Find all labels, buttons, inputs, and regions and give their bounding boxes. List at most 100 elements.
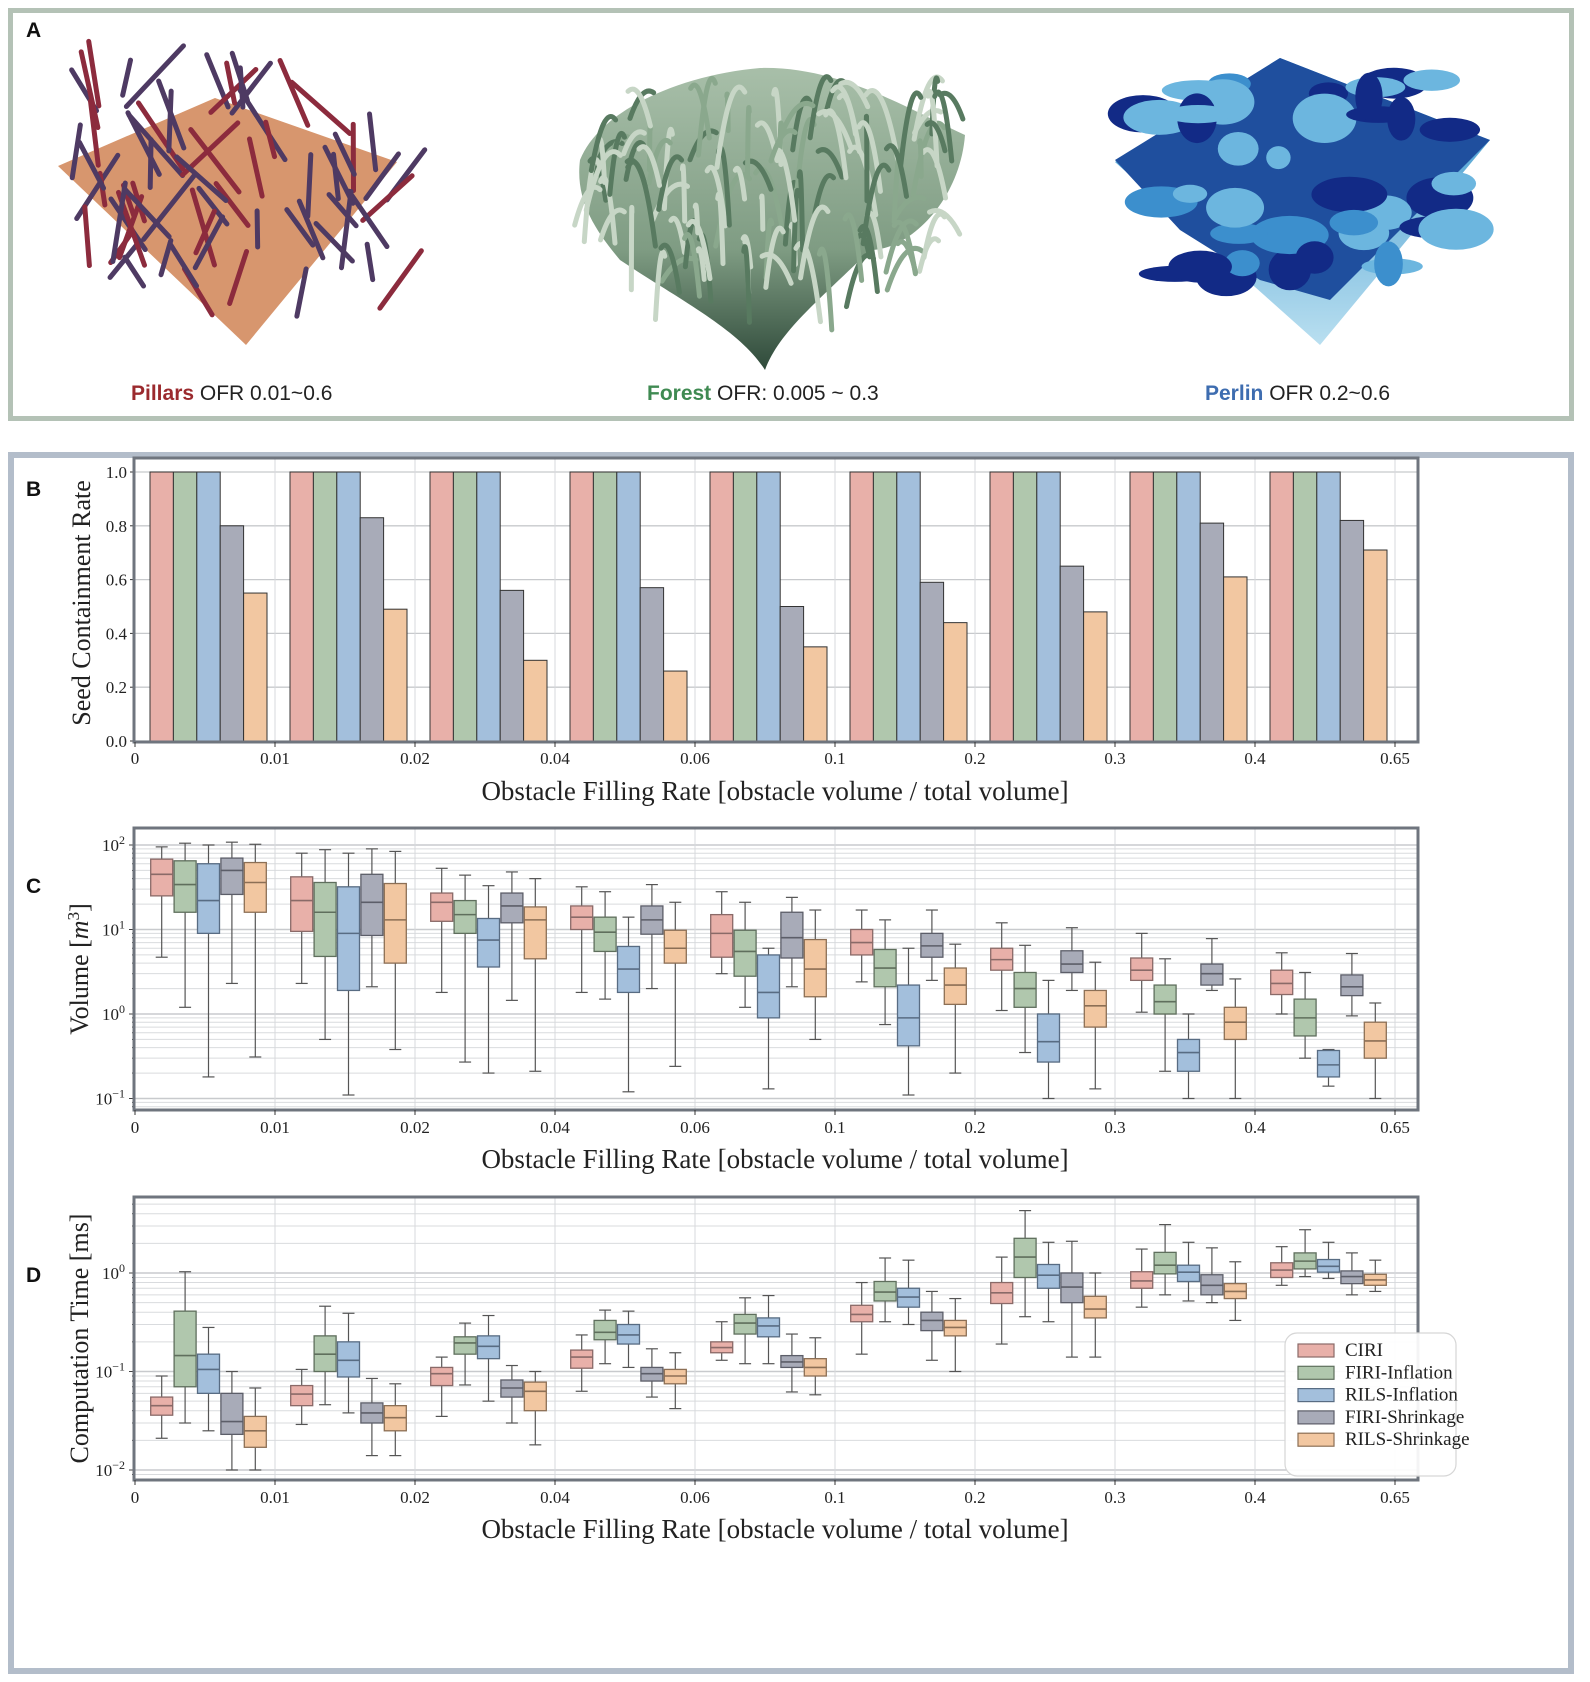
- legend-label: RILS-Shrinkage: [1345, 1429, 1470, 1450]
- pillar-rod: [294, 266, 309, 319]
- y-tick-label: 100: [102, 1002, 125, 1024]
- panel-b-chart: 0.0 0.2 0.4 0.6 0.8 1.0 0 0.01 0.02 0.04 0.06 0.1 0.…: [67, 456, 1420, 806]
- box-rils-shrinkage: [1363, 1002, 1387, 1100]
- forest-strand: [891, 194, 927, 222]
- x-tick-label: 0: [131, 1118, 140, 1137]
- box-firi-shrinkage: [360, 848, 384, 988]
- bar-rils-inflation: [896, 471, 921, 742]
- box-iqr: [1130, 1271, 1154, 1289]
- box-rils-shrinkage: [1083, 1272, 1107, 1358]
- forest-strand: [625, 86, 653, 129]
- box-iqr: [360, 873, 384, 937]
- panel-c-chart: 102 101 100 10−1 0 0.01 0.02 0.04 0.06 0.1 0.2 0.3 0…: [64, 826, 1420, 1174]
- forest-strand: [917, 138, 924, 179]
- box-firi-inflation: [313, 849, 337, 1041]
- box-rils-inflation: [336, 1312, 361, 1414]
- y-tick-label: 0.8: [106, 517, 127, 536]
- forest-strand: [583, 149, 623, 213]
- forest-strand: [646, 138, 673, 186]
- x-tick-label: 0.2: [964, 749, 985, 768]
- box-rils-shrinkage: [803, 909, 827, 1041]
- box-rils-inflation: [896, 1259, 921, 1326]
- bar-firi-inflation: [312, 471, 338, 742]
- x-tick-label: 0: [131, 1488, 140, 1507]
- pillar-rod: [332, 131, 357, 177]
- box-iqr: [1130, 957, 1154, 982]
- forest-strand: [682, 232, 702, 299]
- legend-item: FIRI-Inflation: [1297, 1362, 1453, 1383]
- forest-strand: [621, 129, 647, 157]
- bar-ciri: [849, 471, 874, 742]
- box-firi-shrinkage: [1060, 927, 1084, 992]
- box-iqr: [383, 882, 407, 964]
- forest-strand: [572, 184, 603, 228]
- pillar-rod: [363, 151, 401, 201]
- panel-d-chart: 100 10−1 10−2 0 0.01 0.02 0.04 0.06 0.1 0.2 0.3 0.4…: [65, 1195, 1470, 1544]
- box-rils-shrinkage: [523, 878, 547, 1072]
- box-iqr: [1176, 1038, 1201, 1072]
- perlin-blob: [1387, 96, 1416, 141]
- box-firi-shrinkage: [1340, 1252, 1364, 1296]
- perlin-caption: Perlin OFR 0.2~0.6: [1205, 382, 1390, 406]
- forest-strand: [623, 140, 647, 182]
- forest-strand: [695, 246, 707, 282]
- box-iqr: [1316, 1049, 1341, 1078]
- legend-item: RILS-Inflation: [1297, 1385, 1458, 1406]
- perlin-blob: [1374, 241, 1403, 287]
- box-rils-shrinkage: [1223, 1261, 1247, 1322]
- legend: CIRIFIRI-InflationRILS-InflationFIRI-Shr…: [1284, 1332, 1470, 1477]
- bar-rils-shrinkage: [663, 670, 688, 742]
- bar-rils-shrinkage: [383, 608, 408, 742]
- box-ciri: [850, 1281, 874, 1355]
- bar-ciri: [1129, 471, 1154, 742]
- x-tick-label: 0.06: [680, 1488, 710, 1507]
- box-firi-shrinkage: [640, 883, 664, 990]
- box-ciri: [710, 891, 734, 975]
- pillars-scene: [58, 38, 428, 345]
- box-ciri: [1130, 932, 1154, 1013]
- perlin-blob: [1210, 223, 1268, 244]
- pillar-rod: [76, 139, 107, 191]
- box-rils-inflation: [196, 1326, 221, 1432]
- box-iqr: [896, 984, 921, 1047]
- box-rils-shrinkage: [383, 1383, 407, 1457]
- box-iqr: [523, 906, 547, 960]
- bar-rils-shrinkage: [523, 659, 548, 742]
- perlin-blob: [1329, 209, 1379, 236]
- perlin-blob: [1206, 187, 1265, 228]
- forest-strand: [724, 91, 731, 134]
- box-iqr: [1036, 1263, 1061, 1289]
- x-tick-label: 0.3: [1104, 1118, 1125, 1137]
- bar-ciri: [149, 471, 174, 742]
- forest-scene: [572, 67, 966, 371]
- pillar-rod: [284, 207, 316, 248]
- x-tick-label: 0.02: [400, 749, 430, 768]
- forest-strand: [753, 166, 786, 236]
- bar-firi-shrinkage: [499, 589, 525, 742]
- bar-firi-inflation: [1012, 471, 1038, 742]
- box-rils-inflation: [1176, 1241, 1201, 1302]
- forest-strand: [842, 212, 865, 283]
- pillar-rod: [110, 180, 128, 265]
- forest-strand: [926, 208, 963, 237]
- x-tick-label: 0.04: [540, 749, 570, 768]
- box-iqr: [850, 1304, 874, 1323]
- perlin-blob: [1292, 93, 1357, 143]
- box-rils-shrinkage: [243, 843, 267, 1058]
- x-tick-label: 0.2: [964, 1118, 985, 1137]
- box-ciri: [570, 886, 594, 994]
- pillar-rod: [296, 198, 326, 261]
- box-iqr: [1083, 989, 1107, 1028]
- perlin-scene: [1107, 58, 1494, 345]
- pillar-rod: [125, 110, 162, 177]
- x-tick-label: 0.06: [680, 1118, 710, 1137]
- box-iqr: [1153, 1251, 1177, 1275]
- perlin-blob: [1217, 132, 1259, 166]
- box-ciri: [570, 1334, 594, 1392]
- bar-firi-inflation: [452, 471, 478, 742]
- box-iqr: [336, 886, 361, 992]
- y-tick-label: 10−1: [95, 1087, 125, 1109]
- pillar-rod: [364, 241, 376, 283]
- box-ciri: [850, 909, 874, 983]
